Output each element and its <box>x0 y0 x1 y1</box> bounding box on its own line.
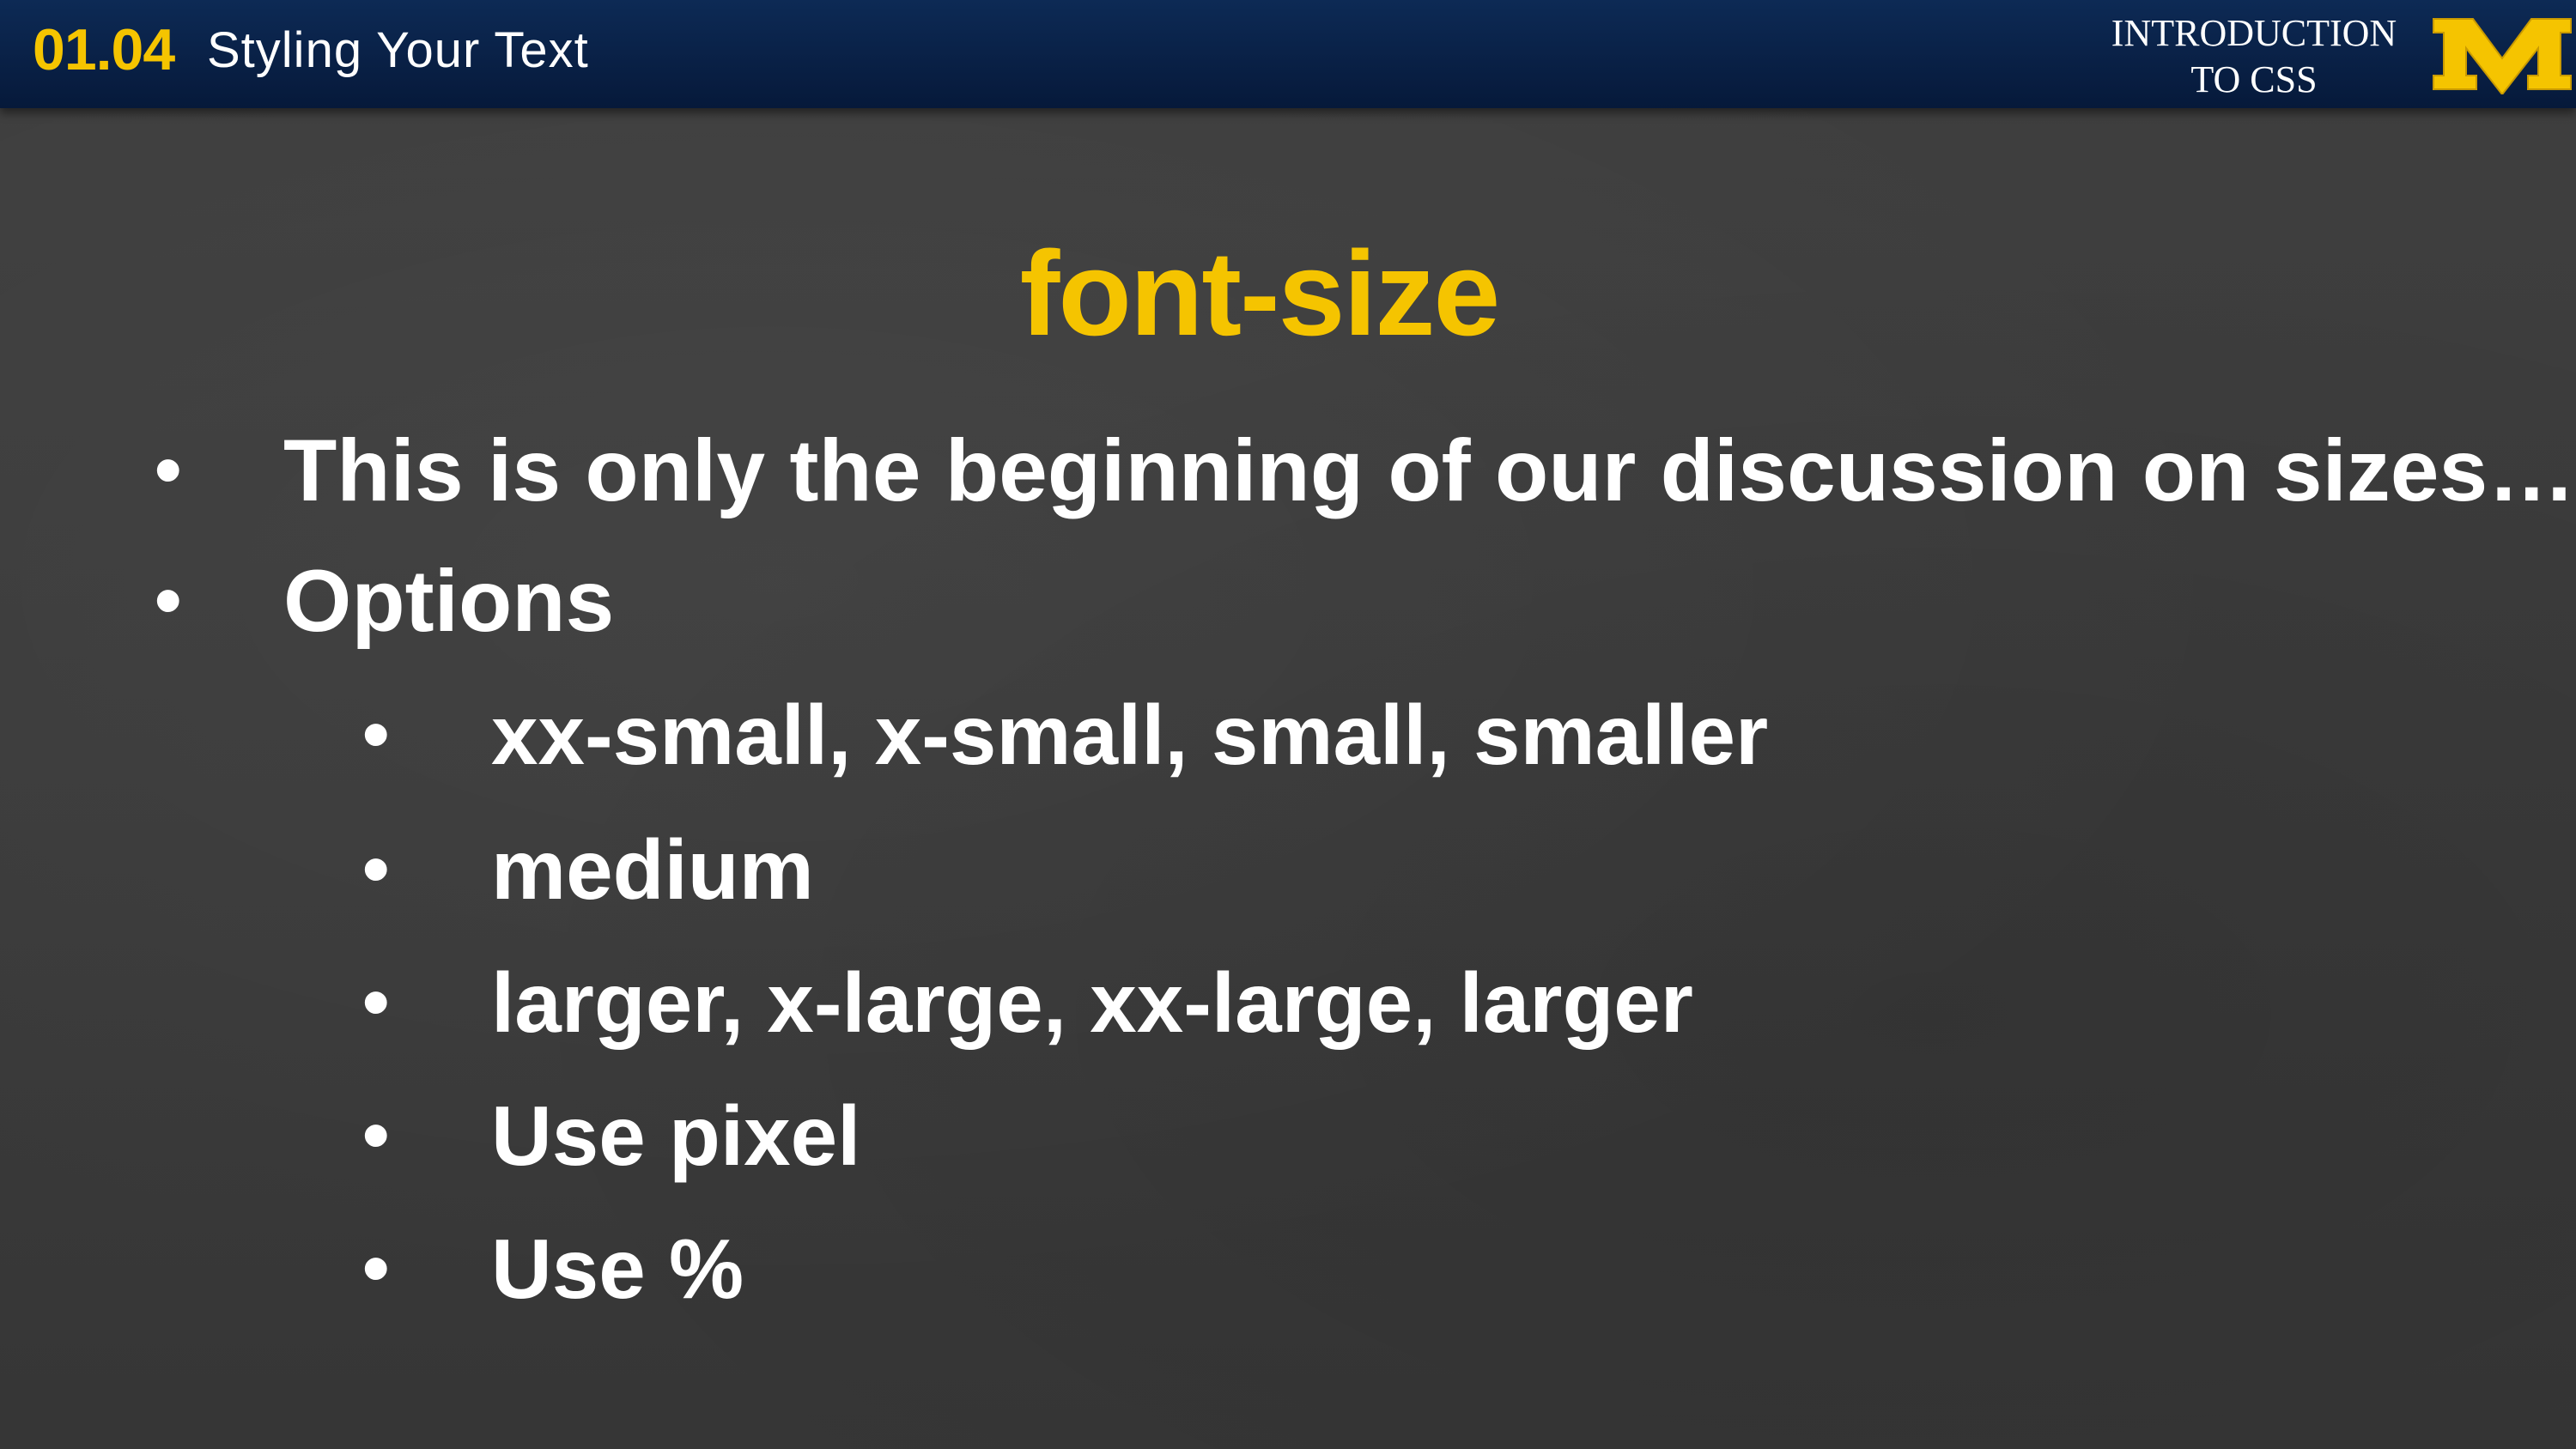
bullet-dot: • <box>362 960 390 1046</box>
lesson-title: Styling Your Text <box>207 22 589 78</box>
sub-bullet-text: Use % <box>491 1222 744 1316</box>
slide-heading: font-size <box>1019 226 1501 361</box>
university-logo <box>2433 18 2572 94</box>
sub-bullet-text: Use pixel <box>491 1088 861 1183</box>
lesson-number: 01.04 <box>33 17 175 82</box>
bullet-dot: • <box>362 692 390 778</box>
header-bar: 01.04 Styling Your Text INTRODUCTION TO … <box>0 0 2576 108</box>
bullet-dot: • <box>362 827 390 912</box>
bullet-dot: • <box>362 1093 390 1179</box>
sub-bullet-text: larger, x-large, xx-large, larger <box>491 955 1693 1050</box>
bullet-dot: • <box>155 427 182 513</box>
bullet-text: Options <box>283 552 615 650</box>
course-title: INTRODUCTION TO CSS <box>2095 10 2413 103</box>
course-title-line-2: TO CSS <box>2190 58 2318 100</box>
bullet-dot: • <box>155 558 182 644</box>
bullet-dot: • <box>362 1226 390 1312</box>
sub-bullet-text: medium <box>491 822 814 917</box>
bullet-text: This is only the beginning of our discus… <box>283 421 2576 519</box>
course-title-line-1: INTRODUCTION <box>2111 12 2397 54</box>
sub-bullet-text: xx-small, x-small, small, smaller <box>491 688 1769 782</box>
